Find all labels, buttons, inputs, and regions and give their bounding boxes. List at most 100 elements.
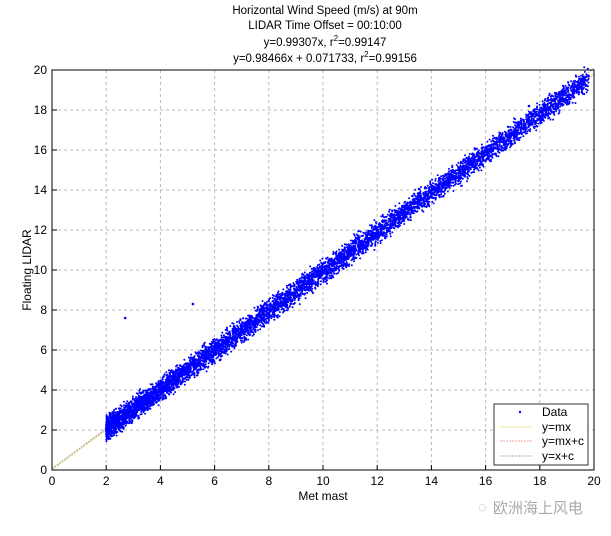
- data-point: [558, 109, 561, 112]
- data-point: [240, 341, 243, 344]
- data-point: [329, 276, 333, 280]
- data-point: [538, 103, 541, 106]
- data-point: [170, 383, 173, 386]
- fit1-eq: y=0.99307x, r: [264, 37, 334, 49]
- data-point: [374, 224, 377, 227]
- data-point: [501, 146, 504, 149]
- data-point: [364, 249, 367, 251]
- data-point: [181, 375, 183, 378]
- data-point: [328, 277, 331, 280]
- data-point: [385, 219, 388, 222]
- data-point: [382, 231, 385, 234]
- data-point: [354, 236, 357, 239]
- data-point: [452, 184, 455, 187]
- data-point: [293, 302, 296, 305]
- data-point: [434, 198, 437, 201]
- data-point: [536, 102, 539, 105]
- data-point: [225, 350, 228, 353]
- data-point: [203, 341, 206, 344]
- data-point: [231, 345, 234, 348]
- data-point: [277, 290, 280, 293]
- data-point: [315, 270, 318, 273]
- data-point: [208, 359, 211, 362]
- data-point: [482, 153, 485, 156]
- data-point: [468, 152, 471, 155]
- data-point: [522, 120, 525, 123]
- data-point: [314, 280, 317, 283]
- data-point: [228, 348, 231, 350]
- data-point: [480, 169, 483, 172]
- data-point: [179, 365, 182, 368]
- data-point: [511, 143, 514, 145]
- data-point: [233, 345, 236, 348]
- data-point: [220, 355, 222, 358]
- data-point: [514, 121, 517, 124]
- data-point: [267, 308, 269, 311]
- data-point: [228, 345, 231, 348]
- data-point: [113, 409, 116, 411]
- data-point: [425, 193, 428, 196]
- data-point: [164, 396, 168, 400]
- data-point: [306, 291, 309, 294]
- data-point: [306, 280, 308, 283]
- data-point: [520, 133, 523, 136]
- data-point: [521, 131, 524, 134]
- data-point: [562, 87, 565, 90]
- data-point: [123, 404, 125, 407]
- data-point: [490, 158, 492, 161]
- data-point: [130, 418, 133, 421]
- data-point: [246, 332, 249, 335]
- data-point: [448, 170, 450, 173]
- data-point: [215, 357, 218, 360]
- data-point: [476, 161, 479, 163]
- data-point: [484, 159, 487, 161]
- data-point: [582, 86, 585, 89]
- data-point: [226, 353, 229, 356]
- data-point: [220, 334, 223, 337]
- data-point: [308, 289, 311, 292]
- data-point: [319, 283, 322, 286]
- data-point: [549, 113, 552, 115]
- data-point: [444, 177, 447, 180]
- data-point: [343, 246, 346, 249]
- data-point: [443, 182, 446, 185]
- data-point: [311, 287, 314, 290]
- data-point: [587, 78, 590, 80]
- data-point: [353, 233, 355, 236]
- data-point: [225, 332, 228, 335]
- data-point: [161, 398, 164, 401]
- data-point: [389, 235, 392, 238]
- data-point: [434, 177, 437, 180]
- data-point: [347, 258, 350, 261]
- data-point: [310, 267, 313, 270]
- data-point: [314, 268, 317, 271]
- data-point: [146, 404, 149, 407]
- data-point: [139, 413, 142, 416]
- data-point: [423, 187, 426, 190]
- data-point: [349, 255, 352, 258]
- data-point: [459, 174, 462, 177]
- data-point: [246, 329, 249, 332]
- data-point: [265, 322, 268, 325]
- data-point: [358, 245, 361, 247]
- data-point: [286, 286, 289, 289]
- data-point: [361, 240, 364, 243]
- data-point: [354, 244, 356, 247]
- fit2-r2: =0.99156: [369, 53, 417, 65]
- data-point: [215, 344, 217, 347]
- data-point: [157, 404, 160, 407]
- data-point: [251, 320, 254, 322]
- data-point: [552, 118, 555, 121]
- data-point: [584, 76, 586, 78]
- sup: 2: [334, 34, 339, 43]
- data-point: [136, 397, 139, 400]
- data-point: [124, 424, 127, 427]
- data-point: [555, 96, 558, 99]
- data-point: [332, 250, 335, 253]
- data-point: [414, 200, 417, 203]
- data-point: [224, 352, 227, 355]
- data-point: [530, 111, 533, 114]
- data-point: [486, 140, 489, 143]
- data-point: [498, 133, 501, 136]
